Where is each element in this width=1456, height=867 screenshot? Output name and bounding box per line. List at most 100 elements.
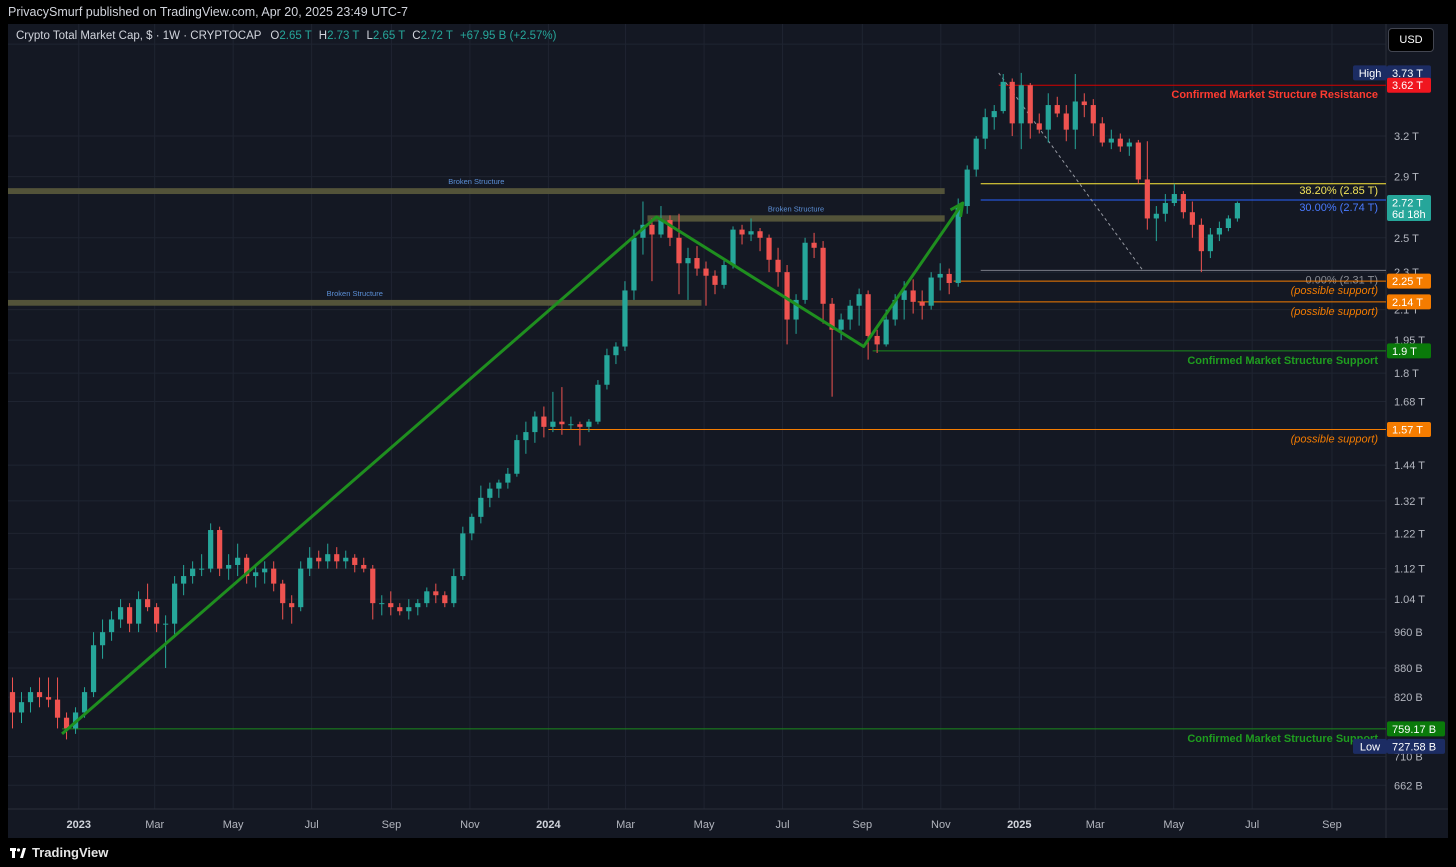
candle-body: [1117, 138, 1123, 147]
chart-panel[interactable]: 4 T3.2 T2.9 T2.5 T2.3 T2.1 T1.95 T1.8 T1…: [8, 24, 1448, 838]
candle-body: [126, 607, 133, 624]
candle-body: [397, 607, 403, 612]
price-tag-value: 3.73 T: [1392, 68, 1423, 80]
price-tag-value: 2.72 T: [1392, 198, 1423, 210]
candle-body: [1144, 179, 1150, 219]
trend-arrowhead: [949, 201, 965, 218]
currency-button[interactable]: USD: [1388, 28, 1434, 52]
x-tick-label: Nov: [931, 819, 951, 831]
candle-body: [1081, 101, 1087, 106]
candle-body: [1099, 123, 1105, 143]
candle-body: [865, 294, 871, 336]
fib-diagonal: [998, 72, 1144, 271]
price-tag-value: 1.9 T: [1392, 346, 1417, 358]
broken-structure-band: [647, 215, 945, 222]
candle-body: [343, 557, 349, 562]
candle-body: [838, 319, 844, 330]
candle-body: [685, 258, 691, 264]
tradingview-logo[interactable]: TradingView: [10, 838, 108, 867]
candle-body: [820, 247, 826, 304]
candle-body: [54, 699, 61, 718]
level-label-fib-38: 38.20% (2.85 T): [1299, 185, 1378, 197]
candle-body: [36, 692, 43, 698]
x-tick-label: 2023: [67, 819, 91, 831]
level-label-possible-support-214: (possible support): [1291, 306, 1379, 318]
candle-body: [784, 272, 790, 320]
candle-body: [541, 416, 547, 427]
candle-body: [1018, 85, 1024, 124]
y-tick-label: 880 B: [1394, 663, 1423, 675]
y-tick-label: 3.2 T: [1394, 131, 1419, 143]
candle-body: [595, 384, 601, 422]
candle-body: [496, 482, 502, 489]
candle-body: [982, 117, 988, 139]
candle-body: [1027, 85, 1033, 124]
candle-body: [45, 697, 52, 700]
candle-body: [514, 440, 520, 474]
candle-body: [892, 299, 898, 320]
x-tick-label: 2024: [536, 819, 561, 831]
candle-body: [856, 294, 862, 306]
candle-body: [1162, 203, 1168, 214]
candle-body: [316, 557, 322, 562]
candle-body: [1216, 227, 1222, 235]
candle-body: [739, 229, 745, 235]
price-chart[interactable]: 4 T3.2 T2.9 T2.5 T2.3 T2.1 T1.95 T1.8 T1…: [8, 24, 1448, 838]
candle-body: [991, 111, 997, 118]
y-tick-label: 662 B: [1394, 780, 1423, 792]
x-tick-label: Nov: [460, 819, 480, 831]
candle-body: [955, 206, 961, 284]
candle-body: [1036, 123, 1042, 130]
publisher-line: PrivacySmurf published on TradingView.co…: [0, 0, 1456, 24]
candle-body: [226, 564, 232, 569]
candle-body: [370, 568, 376, 604]
candle-body: [334, 554, 340, 562]
chart-background: [8, 24, 1448, 838]
candle-body: [1171, 194, 1177, 204]
high-value: 2.73 T: [327, 30, 360, 42]
candle-body: [163, 623, 169, 625]
candle-body: [712, 275, 718, 285]
price-tag-possible: [1387, 273, 1431, 289]
candle-body: [748, 231, 754, 235]
candle-body: [487, 488, 493, 498]
candle-body: [730, 229, 736, 266]
candle-body: [1126, 142, 1132, 147]
broken-structure-band: [8, 188, 945, 195]
candle-body: [424, 591, 430, 604]
candle-body: [505, 473, 511, 483]
candle-body: [973, 138, 979, 170]
level-label-fib-0: 0.00% (2.31 T): [1305, 274, 1378, 286]
candle-body: [280, 583, 286, 604]
candle-body: [217, 530, 223, 569]
broken-structure-label: Broken Structure: [768, 204, 824, 213]
price-tag-resistance: [1387, 77, 1431, 93]
candle-body: [27, 692, 34, 703]
level-label-possible-support-157: (possible support): [1291, 433, 1379, 445]
candle-body: [145, 599, 151, 608]
candle-body: [117, 607, 124, 620]
candle-body: [63, 717, 70, 729]
tradingview-logo-icon: [10, 847, 26, 858]
price-tag-value: 727.58 B: [1392, 741, 1436, 753]
y-tick-label: 1.68 T: [1394, 397, 1425, 409]
candle-body: [199, 568, 205, 570]
candle-body: [172, 583, 178, 624]
candle-body: [604, 355, 610, 385]
candle-body: [451, 576, 457, 604]
candle-body: [289, 603, 295, 608]
candle-body: [1207, 234, 1213, 252]
price-tag-value: 759.17 B: [1392, 724, 1436, 736]
candle-body: [793, 299, 799, 320]
open-label: O: [270, 30, 280, 42]
candle-body: [559, 421, 565, 425]
candle-body: [9, 692, 16, 713]
candle-body: [568, 424, 574, 426]
y-tick-label: 820 B: [1394, 692, 1423, 704]
trend-path: [61, 202, 964, 736]
price-tag-label: Low: [1360, 741, 1380, 753]
candle-body: [307, 557, 313, 569]
tradingview-brand: TradingView: [32, 845, 109, 860]
broken-structure-label: Broken Structure: [448, 177, 504, 186]
